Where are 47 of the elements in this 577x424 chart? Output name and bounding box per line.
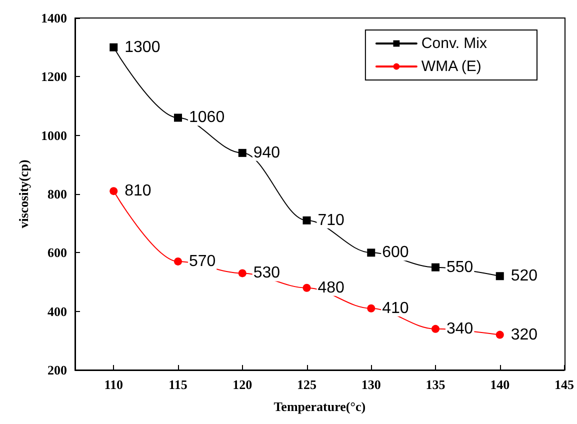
- data-label: 600: [382, 244, 409, 262]
- y-tick-label: 800: [48, 186, 67, 202]
- x-tick-label: 145: [554, 377, 574, 392]
- data-label: 530: [253, 264, 280, 282]
- point: [302, 284, 311, 292]
- point: [174, 257, 182, 266]
- x-axis-title: Temperature(°c): [274, 399, 366, 414]
- data-label: 320: [510, 326, 538, 344]
- point: [367, 248, 376, 257]
- x-tick-label: 120: [232, 377, 252, 392]
- data-label: 550: [446, 258, 474, 276]
- y-tick-label: 1000: [41, 128, 67, 143]
- point: [110, 187, 118, 196]
- point: [432, 263, 440, 272]
- data-label: 940: [253, 144, 280, 162]
- point: [238, 148, 246, 157]
- point: [238, 269, 246, 278]
- data-label: 1300: [124, 38, 160, 56]
- point: [496, 272, 504, 280]
- y-tick-label: 1400: [41, 10, 67, 26]
- data-label: 480: [318, 279, 345, 296]
- x-tick-label: 110: [104, 377, 124, 392]
- y-axis-title: viscosity(cp): [16, 160, 31, 228]
- x-tick-label: 140: [490, 377, 510, 392]
- y-tick-label: 400: [48, 304, 67, 319]
- data-label: 710: [318, 212, 345, 229]
- data-label: 1060: [189, 109, 225, 126]
- data-label: 410: [382, 300, 409, 317]
- data-label: 520: [510, 268, 538, 285]
- x-tick-label: 135: [426, 377, 446, 392]
- x-tick-label: 115: [168, 377, 188, 392]
- x-tick-label: 130: [361, 377, 381, 392]
- x-tick-label: 125: [297, 377, 317, 392]
- point: [174, 114, 182, 122]
- point: [496, 330, 504, 339]
- legend-label: Conv. Mix: [421, 35, 488, 52]
- point: [367, 304, 376, 312]
- point: [432, 324, 440, 333]
- y-tick-label: 1200: [41, 69, 67, 84]
- data-label: 340: [446, 320, 474, 338]
- point: [302, 216, 311, 224]
- data-label: 810: [124, 182, 152, 200]
- point: [110, 43, 118, 52]
- y-tick-label: 600: [48, 245, 67, 260]
- legend-label: WMA (E): [421, 58, 482, 75]
- data-label: 570: [189, 252, 216, 270]
- y-tick-label: 200: [48, 362, 67, 378]
